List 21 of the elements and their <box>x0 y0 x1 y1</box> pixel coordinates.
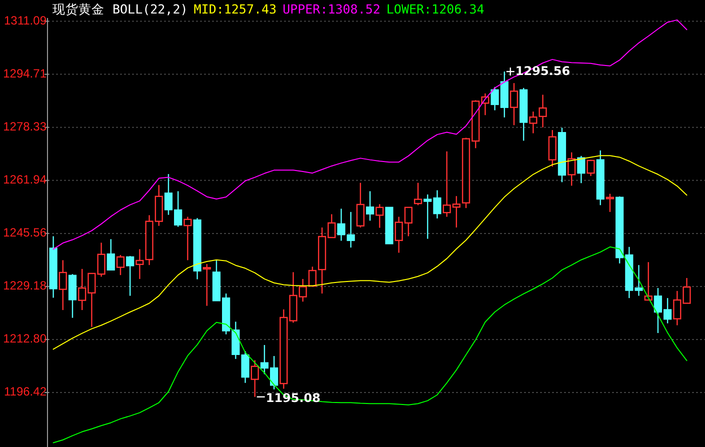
y-tick-label: 1229.18 <box>3 278 47 293</box>
chart-title: 现货黄金 <box>52 1 104 16</box>
candlestick <box>184 216 192 261</box>
candlestick <box>193 217 202 280</box>
candlestick <box>58 260 67 311</box>
candlestick <box>577 155 586 184</box>
y-tick-label: 1311.09 <box>4 13 47 28</box>
y-tick-label: 1245.56 <box>3 226 47 240</box>
line-series <box>52 246 688 444</box>
line-series <box>52 155 688 350</box>
text: LOWER:1206.34 <box>386 1 484 16</box>
y-tick-label: 1212.80 <box>3 332 47 346</box>
y-tick-label: 1196.42 <box>4 384 47 399</box>
text: MID:1257.43 <box>194 1 277 16</box>
y-tick-label: 1261.94 <box>3 172 47 187</box>
candlestick <box>136 248 144 280</box>
y-tick-label: 1294.71 <box>3 66 47 80</box>
chart-subtitle: BOLL(22,2) <box>112 1 188 16</box>
line-series <box>52 19 688 250</box>
y-tick-label: 1278.33 <box>3 120 47 134</box>
text: UPPER:1308.52 <box>282 1 380 16</box>
